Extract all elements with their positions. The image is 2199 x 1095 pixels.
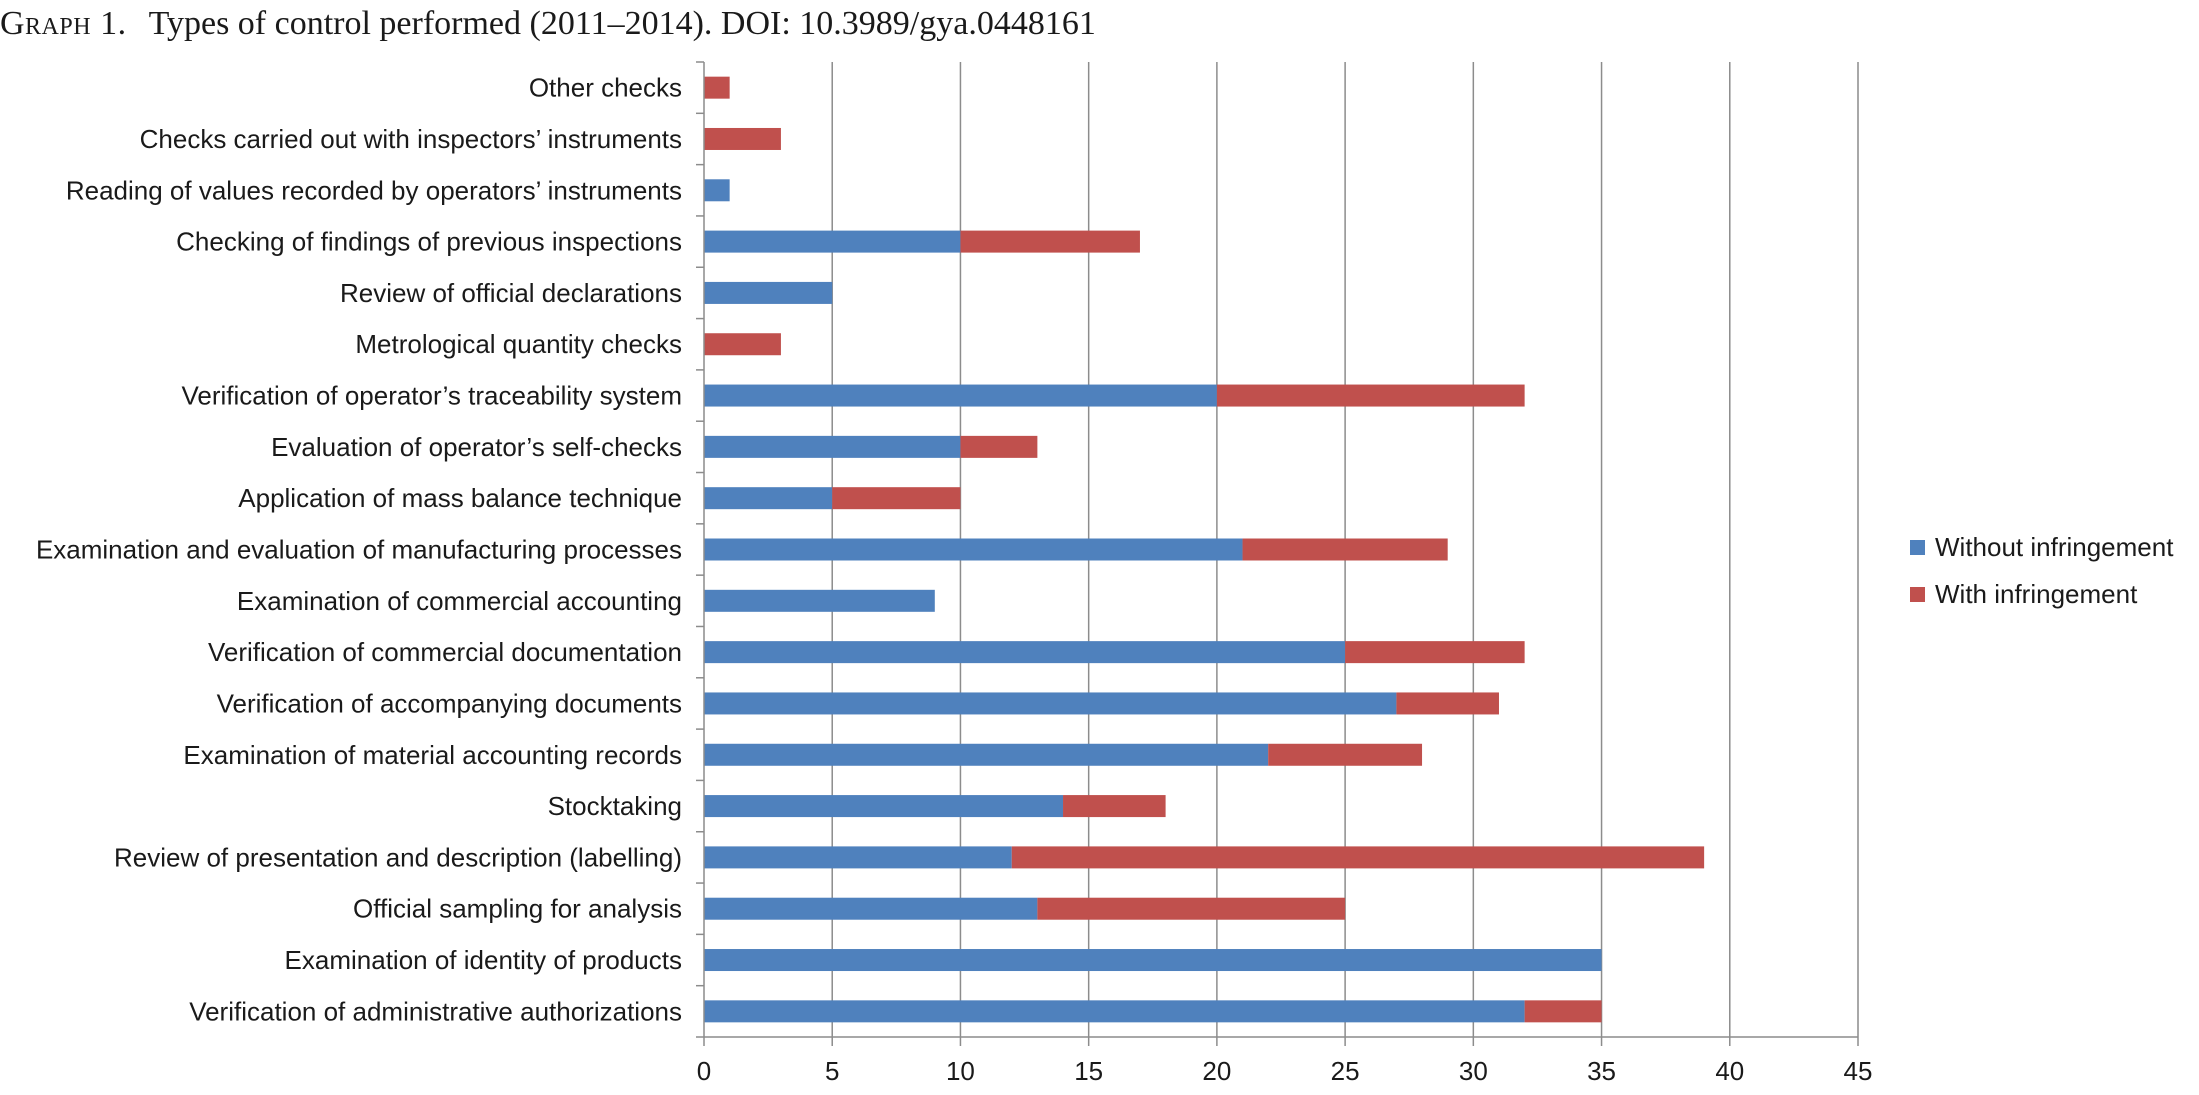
category-label: Verification of commercial documentation [208, 637, 682, 667]
bar-without-infringement [704, 949, 1602, 972]
bar-with-infringement [704, 333, 781, 356]
bar-without-infringement [704, 743, 1269, 766]
bar-with-infringement [1037, 897, 1346, 920]
x-tick-label: 35 [1587, 1056, 1616, 1086]
category-label: Verification of accompanying documents [217, 688, 682, 718]
bar-with-infringement [704, 76, 730, 99]
x-tick-labels: 0 5 10 15 20 25 30 35 40 45 [697, 1056, 1873, 1086]
bar-without-infringement [704, 641, 1346, 664]
caption-text: Types of control performed (2011–2014). … [148, 5, 1096, 42]
category-label: Examination and evaluation of manufactur… [36, 535, 682, 565]
bar-without-infringement [704, 179, 730, 202]
category-label: Verification of operator’s traceability … [182, 381, 683, 411]
bar-without-infringement [704, 897, 1038, 920]
category-label: Checking of findings of previous inspect… [176, 227, 682, 257]
bar-with-infringement [1268, 743, 1423, 766]
legend-swatch [1910, 587, 1925, 602]
bar-without-infringement [704, 281, 833, 304]
caption-prefix: Graph 1. [0, 5, 127, 42]
legend-label: With infringement [1935, 579, 2138, 609]
x-tick-label: 40 [1715, 1056, 1744, 1086]
category-label: Other checks [529, 73, 682, 103]
bar-without-infringement [704, 795, 1064, 818]
bar-without-infringement [704, 589, 935, 612]
bar-with-infringement [704, 127, 781, 150]
chart-caption: Graph 1. Types of control performed (2011… [0, 0, 1096, 48]
x-tick-label: 30 [1459, 1056, 1488, 1086]
category-label: Verification of administrative authoriza… [189, 996, 682, 1026]
bar-without-infringement [704, 230, 961, 253]
bar-with-infringement [1524, 1000, 1602, 1023]
category-labels: Other checks Checks carried out with insp… [36, 73, 682, 1027]
legend-swatch [1910, 540, 1925, 555]
category-label: Examination of material accounting recor… [183, 740, 682, 770]
legend-label: Without infringement [1935, 532, 2174, 562]
x-tick-label: 25 [1331, 1056, 1360, 1086]
axes [696, 61, 1859, 1046]
bar-with-infringement [1216, 384, 1525, 407]
category-label: Examination of identity of products [285, 945, 682, 975]
x-tick-label: 0 [697, 1056, 711, 1086]
x-tick-label: 45 [1844, 1056, 1873, 1086]
bar-without-infringement [704, 435, 961, 458]
bar-with-infringement [1242, 538, 1448, 561]
category-label: Evaluation of operator’s self-checks [271, 432, 682, 462]
bar-with-infringement [832, 487, 961, 510]
category-label: Review of official declarations [340, 278, 682, 308]
x-tick-label: 15 [1074, 1056, 1103, 1086]
x-tick-label: 20 [1202, 1056, 1231, 1086]
bar-without-infringement [704, 384, 1217, 407]
category-label: Metrological quantity checks [355, 329, 682, 359]
legend: Without infringement With infringement [1910, 532, 2174, 609]
category-label: Stocktaking [548, 791, 682, 821]
bar-with-infringement [960, 435, 1038, 458]
category-label: Reading of values recorded by operators’… [66, 175, 682, 205]
bar-without-infringement [704, 1000, 1525, 1023]
bar-with-infringement [1011, 846, 1705, 869]
bar-without-infringement [704, 846, 1012, 869]
bar-with-infringement [1396, 692, 1499, 715]
bar-without-infringement [704, 692, 1397, 715]
bar-with-infringement [1063, 795, 1166, 818]
bar-without-infringement [704, 487, 833, 510]
x-tick-label: 10 [946, 1056, 975, 1086]
category-label: Examination of commercial accounting [237, 586, 682, 616]
bar-without-infringement [704, 538, 1243, 561]
category-label: Official sampling for analysis [353, 894, 682, 924]
category-label: Review of presentation and description (… [114, 842, 682, 872]
bar-with-infringement [1345, 641, 1525, 664]
bars [704, 76, 1705, 1023]
bar-with-infringement [960, 230, 1140, 253]
category-label: Checks carried out with inspectors’ inst… [140, 124, 682, 154]
x-tick-label: 5 [825, 1056, 839, 1086]
category-label: Application of mass balance technique [238, 483, 682, 513]
